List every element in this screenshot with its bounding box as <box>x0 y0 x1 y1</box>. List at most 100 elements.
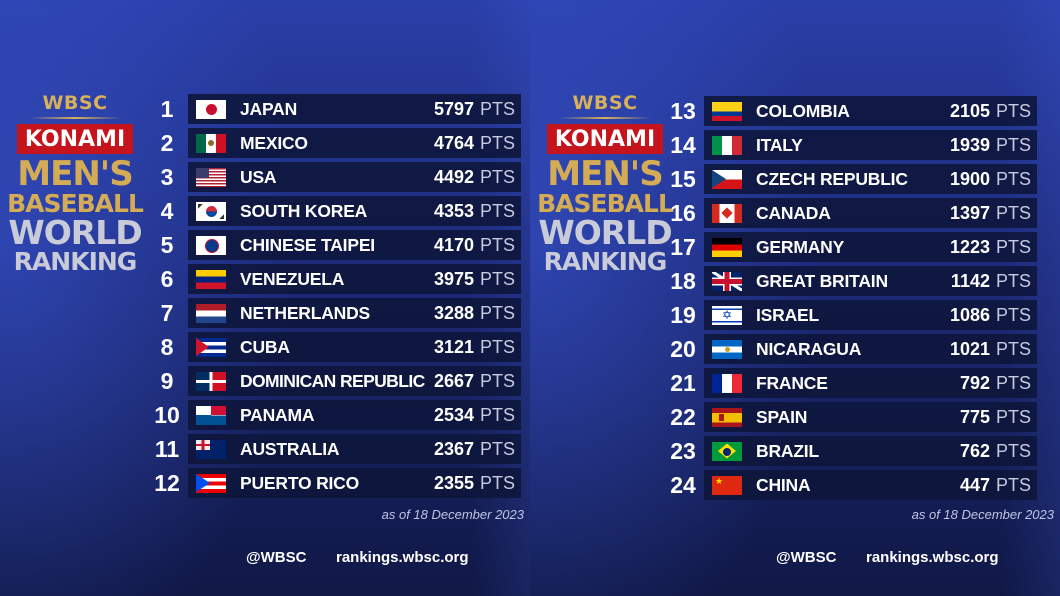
ranking-bar: BRAZIL 762 PTS <box>704 436 1037 466</box>
points-value: 2105 <box>949 100 990 121</box>
points-value: 1021 <box>949 338 990 359</box>
points-label: PTS <box>995 338 1031 359</box>
country-name: USA <box>240 166 277 187</box>
ranking-bar: VENEZUELA 3975 PTS <box>188 264 521 294</box>
great-britain-flag-icon <box>712 271 742 291</box>
country-name: SPAIN <box>756 406 808 427</box>
country-name: MEXICO <box>240 132 308 153</box>
country-name: CUBA <box>240 336 290 357</box>
puerto-rico-flag-icon <box>196 473 226 493</box>
title-baseball: BASEBALL <box>537 189 674 218</box>
social-handle: @WBSC <box>246 549 307 566</box>
rank-number: 20 <box>670 335 696 362</box>
ranking-bar: GERMANY 1223 PTS <box>704 232 1037 262</box>
points-label: PTS <box>479 234 515 255</box>
points-label: PTS <box>479 268 515 289</box>
ranking-bar: NICARAGUA 1021 PTS <box>704 334 1037 364</box>
ranking-row: 17 GERMANY 1223 PTS <box>664 232 1037 262</box>
points-value: 792 <box>959 372 990 393</box>
points-value: 5797 <box>433 98 474 119</box>
logo-divider <box>29 117 121 119</box>
ranking-row: 13 COLOMBIA 2105 PTS <box>664 96 1037 126</box>
title-baseball: BASEBALL <box>7 189 144 218</box>
country-name: JAPAN <box>240 98 298 119</box>
as-of-date: as of 18 December 2023 <box>381 507 524 522</box>
points-label: PTS <box>479 302 515 323</box>
ranking-row: 23 BRAZIL 762 PTS <box>664 436 1037 466</box>
country-name: ITALY <box>756 134 803 155</box>
czech-republic-flag-icon <box>712 169 742 189</box>
points-label: PTS <box>995 134 1031 155</box>
rank-number: 4 <box>160 197 174 224</box>
rank-number: 12 <box>154 469 180 496</box>
ranking-bar: CANADA 1397 PTS <box>704 198 1037 228</box>
spain-flag-icon <box>712 407 742 427</box>
rank-number: 19 <box>670 301 696 328</box>
rank-number: 1 <box>160 95 174 122</box>
konami-logo: KONAMI <box>16 124 134 154</box>
title-mens: MEN'S <box>547 154 663 194</box>
points-label: PTS <box>995 100 1031 121</box>
ranking-row: 14 ITALY 1939 PTS <box>664 130 1037 160</box>
ranking-bar: JAPAN 5797 PTS <box>188 94 521 124</box>
left-panel: WBSC KONAMI MEN'S BASEBALL WORLD RANKING… <box>0 0 530 596</box>
ranking-logo: WBSC KONAMI MEN'S BASEBALL WORLD RANKING <box>530 92 680 275</box>
china-flag-icon <box>712 475 742 495</box>
points-label: PTS <box>479 166 515 187</box>
rankings-url: rankings.wbsc.org <box>336 549 469 566</box>
rank-number: 5 <box>160 231 174 258</box>
title-mens: MEN'S <box>17 154 133 194</box>
wbsc-logo-text: WBSC <box>42 92 108 114</box>
points-value: 4764 <box>433 132 474 153</box>
points-value: 1086 <box>949 304 990 325</box>
rank-number: 6 <box>160 265 174 292</box>
points-label: PTS <box>479 438 515 459</box>
ranking-bar: SOUTH KOREA 4353 PTS <box>188 196 521 226</box>
ranking-bar: SPAIN 775 PTS <box>704 402 1037 432</box>
points-label: PTS <box>479 336 515 357</box>
ranking-row: 15 CZECH REPUBLIC 1900 PTS <box>664 164 1037 194</box>
ranking-list-left: 1 JAPAN 5797 PTS 2 MEXICO 4764 PTS 3 USA 4492 PTS… <box>148 94 521 502</box>
country-name: BRAZIL <box>756 440 819 461</box>
konami-logo: KONAMI <box>546 124 664 154</box>
rank-number: 15 <box>670 165 696 192</box>
country-name: COLOMBIA <box>756 100 850 121</box>
colombia-flag-icon <box>712 101 742 121</box>
points-label: PTS <box>995 440 1031 461</box>
ranking-bar: DOMINICAN REPUBLIC 2667 PTS <box>188 366 521 396</box>
australia-flag-icon <box>196 439 226 459</box>
ranking-bar: PANAMA 2534 PTS <box>188 400 521 430</box>
country-name: FRANCE <box>756 372 828 393</box>
points-label: PTS <box>479 132 515 153</box>
logo-divider <box>559 117 651 119</box>
rankings-url: rankings.wbsc.org <box>866 549 999 566</box>
social-handle: @WBSC <box>776 549 837 566</box>
ranking-bar: NETHERLANDS 3288 PTS <box>188 298 521 328</box>
points-value: 1223 <box>949 236 990 257</box>
rank-number: 10 <box>154 401 180 428</box>
rank-number: 17 <box>670 233 696 260</box>
points-label: PTS <box>995 168 1031 189</box>
country-name: PUERTO RICO <box>240 472 360 493</box>
points-label: PTS <box>479 404 515 425</box>
country-name: GREAT BRITAIN <box>756 270 888 291</box>
points-value: 762 <box>959 440 990 461</box>
title-ranking: RANKING <box>13 247 138 276</box>
points-value: 447 <box>959 474 990 495</box>
country-name: AUSTRALIA <box>240 438 340 459</box>
ranking-list-right: 13 COLOMBIA 2105 PTS 14 ITALY 1939 PTS 15 CZECH… <box>664 96 1037 504</box>
ranking-row: 5 CHINESE TAIPEI 4170 PTS <box>148 230 521 260</box>
ranking-logo: WBSC KONAMI MEN'S BASEBALL WORLD RANKING <box>0 92 150 275</box>
ranking-bar: ITALY 1939 PTS <box>704 130 1037 160</box>
ranking-bar: FRANCE 792 PTS <box>704 368 1037 398</box>
ranking-row: 21 FRANCE 792 PTS <box>664 368 1037 398</box>
ranking-bar: CZECH REPUBLIC 1900 PTS <box>704 164 1037 194</box>
title-ranking: RANKING <box>543 247 668 276</box>
points-value: 4492 <box>433 166 474 187</box>
points-label: PTS <box>479 98 515 119</box>
title-world: WORLD <box>8 213 142 252</box>
ranking-bar: USA 4492 PTS <box>188 162 521 192</box>
ranking-row: 6 VENEZUELA 3975 PTS <box>148 264 521 294</box>
